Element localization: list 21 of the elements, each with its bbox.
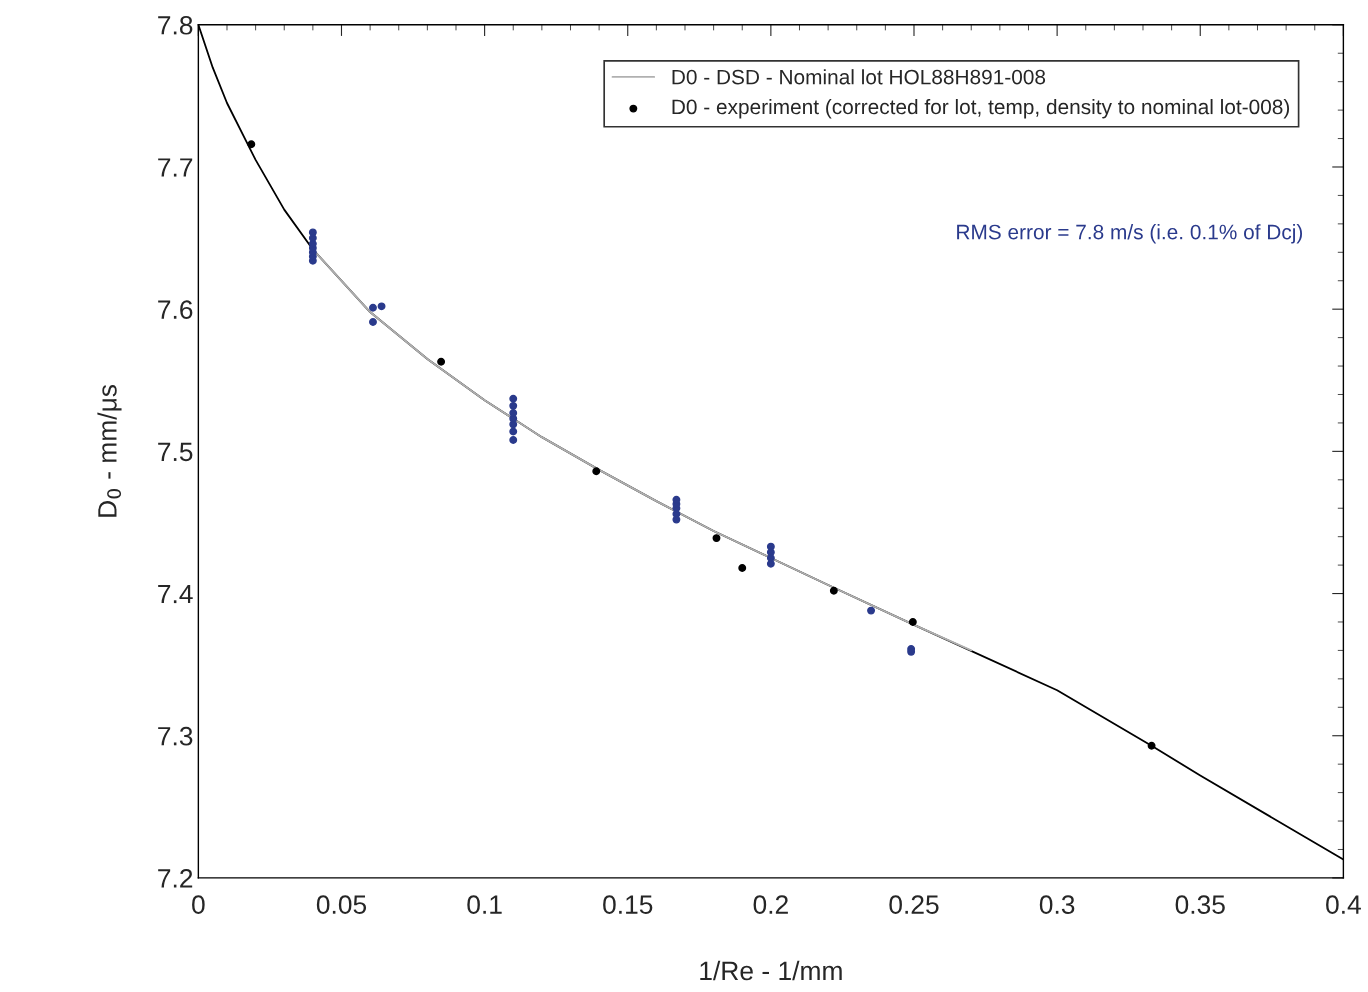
y-tick-label: 7.2 (158, 869, 193, 888)
x-tick-label: 0.25 (889, 895, 939, 914)
x-tick-label: 0.2 (753, 895, 788, 914)
x-tick-label: 0.3 (1039, 895, 1075, 914)
x-tick-label: 0.35 (1175, 895, 1225, 914)
x-tick-label: 0.15 (603, 895, 653, 914)
x-tick-label: 0.1 (467, 895, 502, 914)
x-tick-label: 0.4 (1326, 895, 1361, 914)
y-tick-label: 7.4 (158, 584, 193, 604)
y-tick-label: 7.3 (158, 726, 193, 746)
y-tick-label: 7.6 (158, 300, 193, 319)
legend-label: D0 - DSD - Nominal lot HOL88H891-008 (672, 69, 1046, 85)
y-tick-label: 7.5 (158, 442, 193, 462)
y-axis-title: D$_{0}$ - mm/μs (97, 384, 122, 517)
annotation: RMS error = 7.8 m/s (i.e. 0.1% of Dcj) (957, 224, 1303, 244)
y-tick-label: 7.7 (158, 158, 193, 177)
legend-label: D0 - experiment (corrected for lot, temp, density to nominal lot-008) (672, 98, 1290, 119)
x-tick-label: 0.05 (316, 895, 367, 914)
y-tick-label: 7.8 (158, 15, 193, 35)
x-axis-title: 1/Re - 1/mm (700, 960, 842, 981)
x-tick-label: 0 (192, 895, 205, 914)
